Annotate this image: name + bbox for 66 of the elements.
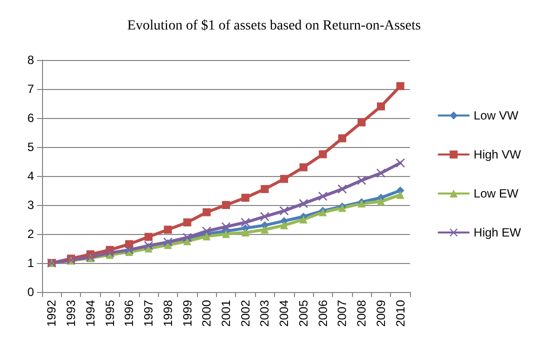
- point: [182, 232, 192, 242]
- point: [376, 102, 385, 110]
- point: [164, 226, 172, 234]
- chart-title: Evolution of $1 of assets based on Return-on-Assets: [127, 18, 421, 34]
- point: [202, 232, 211, 240]
- point: [260, 226, 269, 234]
- y-tick-label: 2: [27, 227, 34, 241]
- point: [222, 230, 230, 238]
- point: [318, 192, 328, 201]
- point: [396, 190, 404, 199]
- point: [183, 218, 192, 226]
- point: [299, 163, 308, 172]
- y-tick-label: 8: [27, 53, 34, 67]
- y-tick-label: 0: [27, 285, 34, 299]
- x-tick-label: 1995: [102, 300, 117, 327]
- point: [260, 185, 269, 194]
- point: [396, 82, 404, 90]
- point: [240, 218, 250, 227]
- y-tick-label: 5: [27, 140, 34, 154]
- point: [222, 201, 230, 209]
- x-tick-label: 2005: [296, 300, 310, 327]
- point: [299, 216, 308, 224]
- point: [376, 168, 386, 178]
- point: [338, 184, 347, 194]
- x-tick-label: 1992: [44, 300, 59, 327]
- x-tick-label: 2009: [374, 300, 388, 327]
- point: [338, 134, 346, 142]
- x-tick-label: 1993: [64, 300, 78, 327]
- legend-label: Low VW: [474, 108, 520, 122]
- y-tick-label: 1: [27, 256, 34, 270]
- y-tick-label: 3: [27, 198, 34, 212]
- x-tick-label: 1996: [122, 300, 136, 327]
- legend-label: Low EW: [474, 186, 520, 200]
- point: [357, 176, 366, 185]
- legend-label: High EW: [474, 226, 522, 240]
- point: [280, 206, 289, 216]
- x-tick-label: 2000: [200, 300, 214, 327]
- x-tick-label: 1994: [83, 300, 98, 327]
- point: [318, 150, 327, 158]
- point: [280, 174, 288, 183]
- point: [241, 228, 250, 237]
- x-tick-label: 2010: [393, 300, 408, 327]
- point: [358, 118, 366, 126]
- x-tick-label: 2004: [277, 300, 292, 327]
- x-tick-label: 2008: [354, 300, 369, 327]
- point: [202, 226, 212, 236]
- point: [396, 158, 405, 168]
- point: [260, 212, 270, 222]
- point: [376, 198, 385, 206]
- point: [241, 194, 250, 202]
- x-tick-label: 1999: [180, 300, 194, 327]
- x-tick-label: 1998: [160, 300, 175, 327]
- x-tick-label: 2006: [316, 300, 330, 327]
- point: [202, 208, 211, 216]
- y-tick-label: 7: [27, 82, 34, 96]
- x-tick-label: 2002: [238, 300, 252, 327]
- y-tick-label: 6: [27, 111, 34, 125]
- x-tick-label: 1997: [142, 300, 156, 327]
- point: [144, 232, 153, 241]
- point: [222, 222, 230, 232]
- y-tick-label: 4: [27, 169, 34, 183]
- x-tick-label: 2007: [335, 300, 350, 327]
- x-tick-label: 2001: [219, 300, 233, 327]
- legend-label: High VW: [474, 148, 522, 162]
- x-tick-label: 2003: [258, 300, 272, 327]
- point: [280, 221, 288, 230]
